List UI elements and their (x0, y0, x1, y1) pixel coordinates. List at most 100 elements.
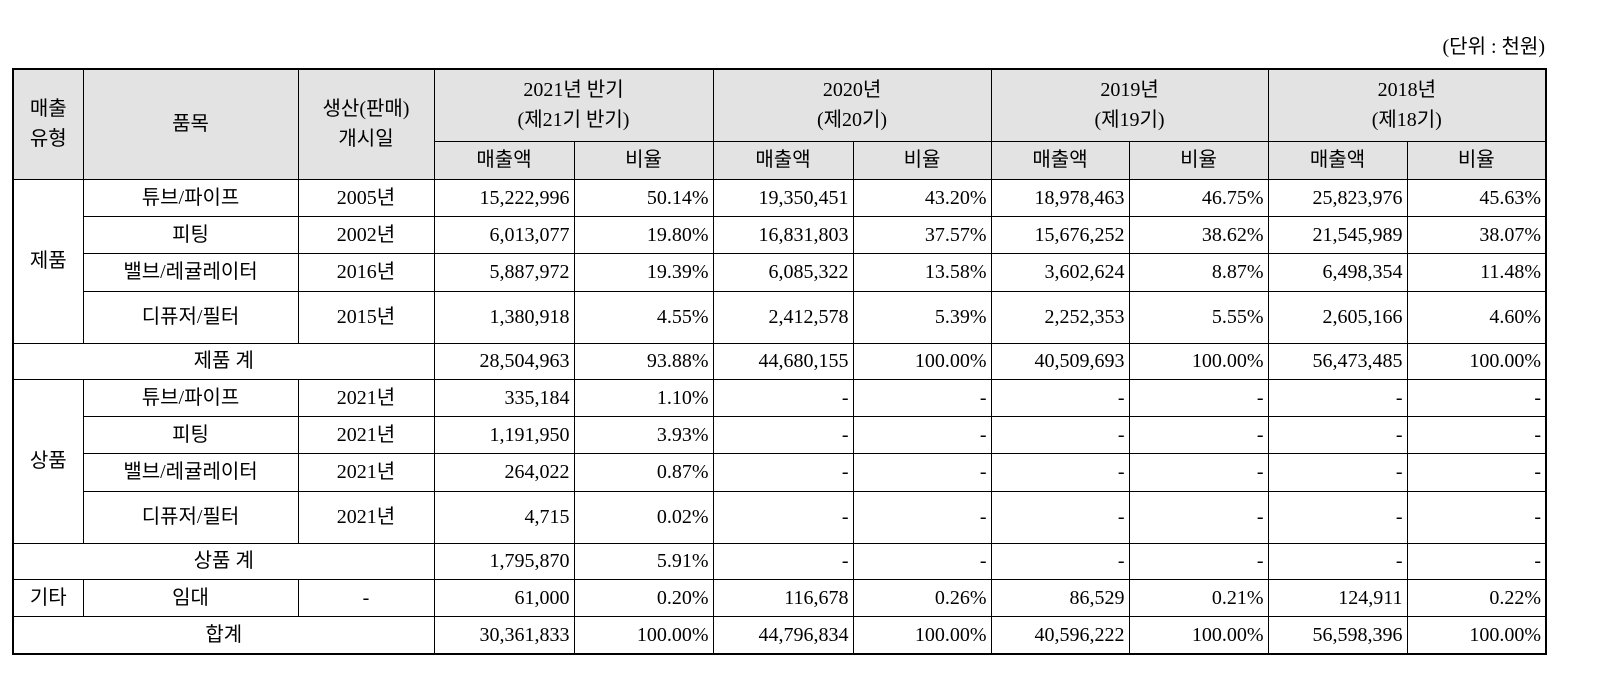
value-cell: 0.22% (1406, 578, 1547, 617)
type-cell: 상품 (12, 378, 84, 544)
item-cell: 튜브/파이프 (82, 378, 299, 417)
value-cell: 124,911 (1267, 578, 1408, 617)
value-cell: - (712, 378, 854, 417)
subtotal-label: 상품 계 (12, 542, 435, 580)
value-cell: - (852, 452, 992, 492)
value-cell: - (712, 542, 854, 580)
header-cell: 품목 (82, 68, 299, 180)
value-cell: 18,978,463 (990, 178, 1130, 217)
value-cell: 0.20% (573, 578, 714, 617)
value-cell: 40,509,693 (990, 342, 1130, 380)
value-cell: 38.07% (1406, 215, 1547, 254)
start-cell: - (297, 578, 435, 617)
item-cell: 디퓨저/필터 (82, 490, 299, 544)
period-label: 2018년 (1377, 79, 1436, 102)
value-cell: 46.75% (1128, 178, 1269, 217)
start-cell: 2021년 (297, 415, 435, 454)
item-row: 피팅 2002년 6,013,077 19.80% 16,831,803 37.57% 15… (13, 215, 1547, 254)
period-term: (제18기) (1371, 109, 1442, 132)
value-cell: - (1267, 542, 1408, 580)
value-cell: 335,184 (433, 378, 575, 417)
value-cell: - (1406, 378, 1547, 417)
total-label: 합계 (12, 615, 435, 655)
value-cell: 116,678 (712, 578, 854, 617)
value-cell: 100.00% (1406, 342, 1547, 380)
value-cell: 2,252,353 (990, 290, 1130, 344)
value-cell: 44,680,155 (712, 342, 854, 380)
ratio-header: 비율 (852, 140, 992, 180)
header-row: 매출 유형 품목 생산(판매) 개시일 2021년 반기 (제21기 반기) 2020년 (… (12, 68, 1547, 180)
value-cell: 8.87% (1128, 252, 1269, 292)
item-cell: 피팅 (82, 415, 299, 454)
value-cell: 56,598,396 (1267, 615, 1408, 655)
value-cell: 0.26% (852, 578, 992, 617)
value-cell: - (1406, 490, 1547, 544)
header-row: 매출액 비율 매출액 비율 매출액 비율 매출액 비율 (13, 140, 1547, 180)
value-cell: 5.55% (1128, 290, 1269, 344)
value-cell: 25,823,976 (1267, 178, 1408, 217)
value-cell: - (1406, 452, 1547, 492)
value-cell: 3,602,624 (990, 252, 1130, 292)
start-cell: 2002년 (297, 215, 435, 254)
value-cell: 21,545,989 (1267, 215, 1408, 254)
start-cell: 2021년 (297, 490, 435, 544)
period-label: 2020년 (822, 79, 882, 102)
item-cell: 디퓨저/필터 (82, 290, 299, 344)
ratio-header: 비율 (1128, 140, 1269, 180)
value-cell: - (1267, 490, 1408, 544)
ratio-header: 비율 (573, 140, 714, 180)
value-cell: 3.93% (573, 415, 714, 454)
value-cell: - (1267, 452, 1408, 492)
value-cell: 1,380,918 (433, 290, 575, 344)
item-row: 디퓨저/필터 2021년 4,715 0.02% - - - - - - (13, 490, 1547, 544)
value-cell: 38.62% (1128, 215, 1269, 254)
value-cell: 28,504,963 (433, 342, 575, 380)
value-cell: - (1128, 542, 1269, 580)
sales-header: 매출액 (1267, 140, 1408, 180)
value-cell: - (990, 415, 1130, 454)
start-cell: 2015년 (297, 290, 435, 344)
value-cell: 15,676,252 (990, 215, 1130, 254)
type-cell: 제품 (12, 178, 84, 344)
value-cell: 6,013,077 (433, 215, 575, 254)
value-cell: 13.58% (852, 252, 992, 292)
value-cell: - (852, 490, 992, 544)
period-header: 2021년 반기 (제21기 반기) (433, 68, 714, 142)
period-term: (제20기) (816, 109, 888, 132)
period-header: 2018년 (제18기) (1267, 68, 1547, 142)
table-header: 매출 유형 품목 생산(판매) 개시일 2021년 반기 (제21기 반기) 2020년 (… (12, 68, 1547, 180)
item-cell: 임대 (82, 578, 299, 617)
item-row: 기타 임대 -61,000 0.20% 116,678 0.26% 86,529 0.21% 1… (12, 578, 1547, 617)
value-cell: 19,350,451 (712, 178, 854, 217)
value-cell: 100.00% (1128, 615, 1269, 655)
value-cell: 0.02% (573, 490, 714, 544)
item-row: 피팅 2021년 1,191,950 3.93% - - - - - - (13, 415, 1547, 454)
header-cell: 매출 유형 (12, 68, 84, 180)
item-cell: 튜브/파이프 (82, 178, 299, 217)
value-cell: 30,361,833 (433, 615, 575, 655)
value-cell: - (990, 452, 1130, 492)
value-cell: - (852, 415, 992, 454)
period-term: (제21기 반기) (517, 109, 630, 132)
value-cell: - (852, 542, 992, 580)
value-cell: 0.21% (1128, 578, 1269, 617)
value-cell: 5.39% (852, 290, 992, 344)
value-cell: 56,473,485 (1267, 342, 1408, 380)
value-cell: 61,000 (433, 578, 575, 617)
value-cell: - (712, 415, 854, 454)
item-row: 밸브/레귤레이터 2021년 264,022 0.87% - - - - - - (13, 452, 1547, 492)
period-label: 2019년 (1100, 79, 1159, 102)
value-cell: - (1128, 490, 1269, 544)
value-cell: - (1128, 415, 1269, 454)
value-cell: 50.14% (573, 178, 714, 217)
value-cell: 6,498,354 (1267, 252, 1408, 292)
value-cell: - (712, 490, 854, 544)
sales-table: 매출 유형 품목 생산(판매) 개시일 2021년 반기 (제21기 반기) 2020년 (… (12, 68, 1548, 655)
value-cell: 43.20% (852, 178, 992, 217)
period-header: 2019년 (제19기) (990, 68, 1269, 142)
period-header: 2020년 (제20기) (712, 68, 992, 142)
value-cell: 5.91% (573, 542, 714, 580)
value-cell: 100.00% (573, 615, 714, 655)
value-cell: - (712, 452, 854, 492)
